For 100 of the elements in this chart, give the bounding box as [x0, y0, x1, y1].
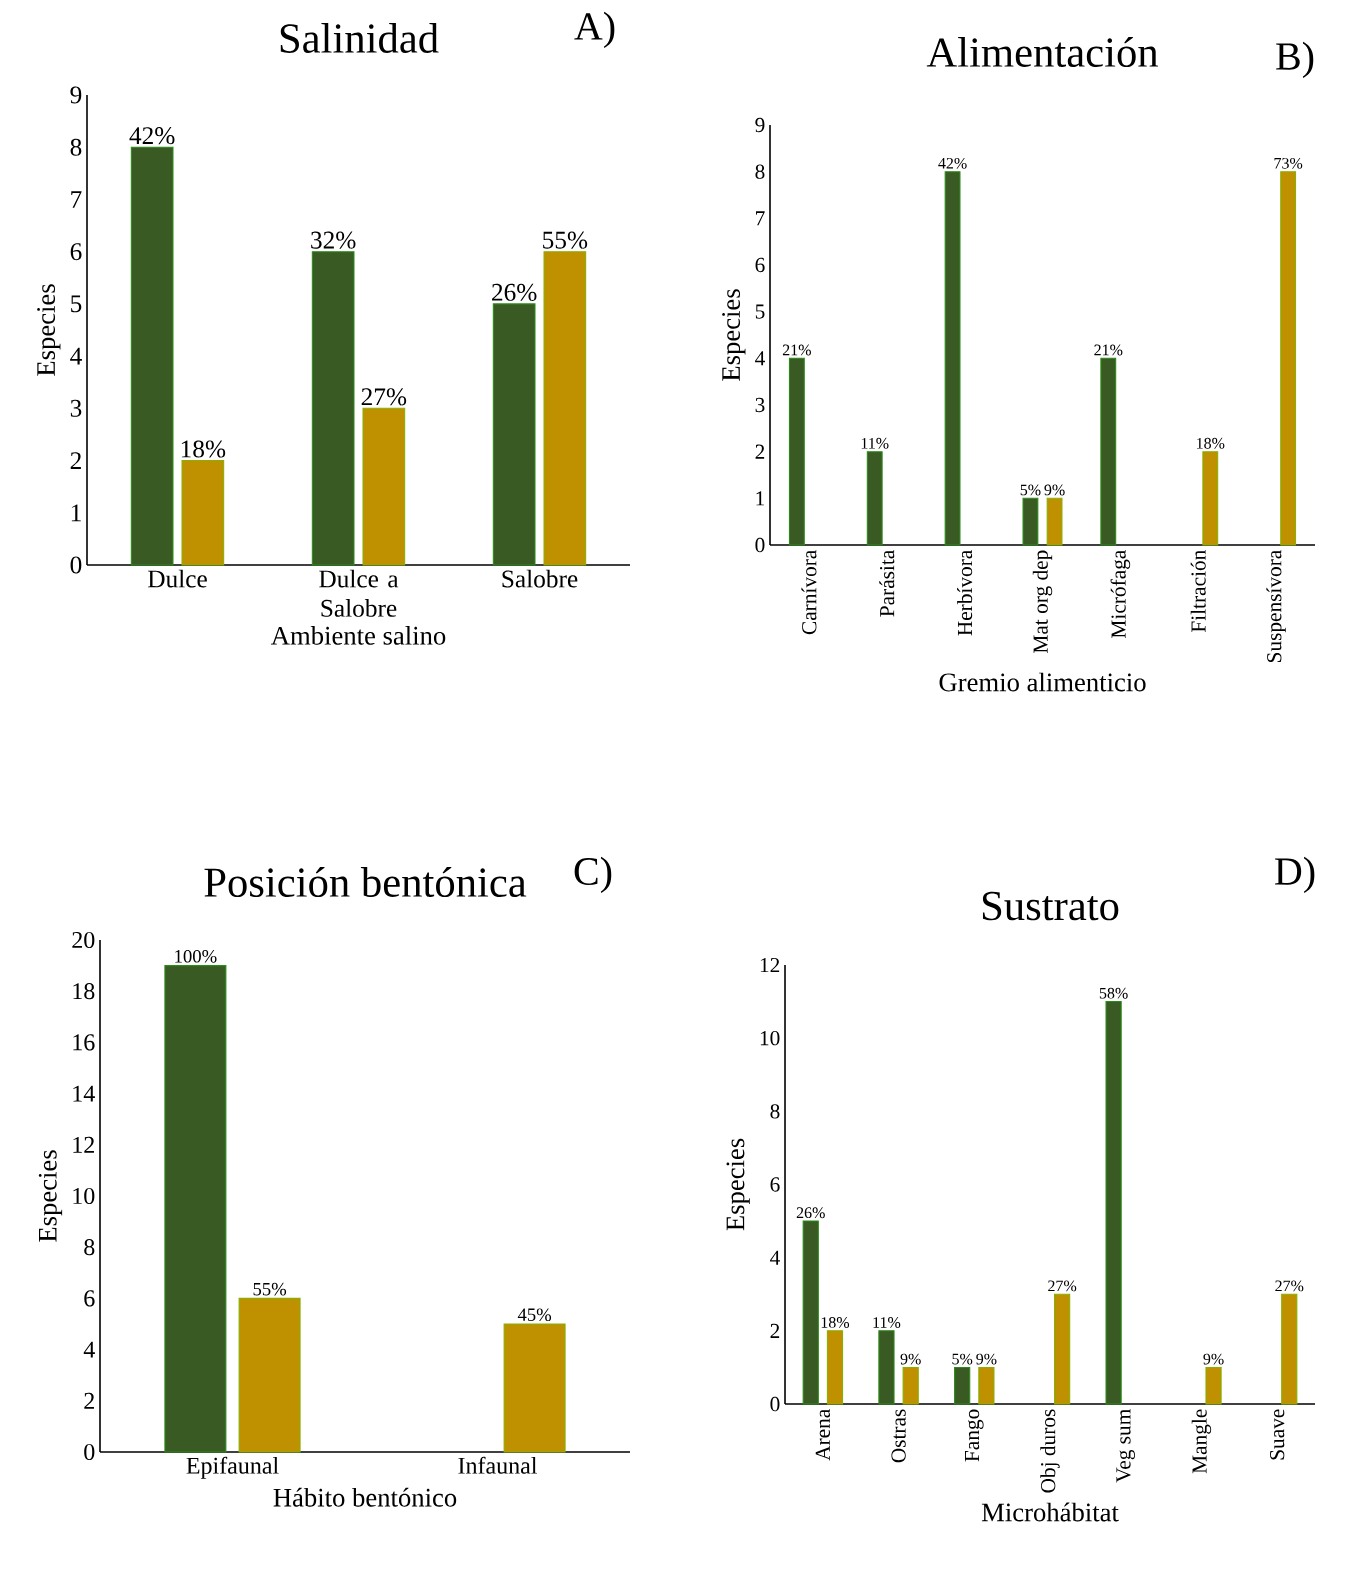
chart-title: Salinidad [280, 22, 439, 53]
x-tick-label: Veg sum [1116, 1409, 1135, 1483]
y-tick-label: 0 [84, 1443, 95, 1461]
annotation: 55% [253, 1282, 287, 1296]
y-tick-label: 7 [756, 211, 765, 226]
bar [311, 251, 355, 566]
y-tick-label: 2 [755, 444, 765, 459]
annotation: 73% [1274, 157, 1303, 169]
x-axis-title: Hábito bentónico [273, 1487, 457, 1507]
y-tick-label: 7 [71, 191, 82, 208]
annotation: 11% [873, 1317, 901, 1328]
x-tick-label: Arena [815, 1409, 831, 1461]
y-tick-label: 3 [70, 399, 82, 417]
x-tick-label: Salobre [502, 569, 578, 588]
annotation: 18% [821, 1317, 850, 1328]
y-tick-label: 8 [770, 1104, 780, 1119]
annotation: 27% [1048, 1280, 1077, 1292]
bar [802, 1220, 819, 1405]
x-tick-label: Parásita [879, 549, 895, 617]
y-tick-label: 8 [755, 164, 765, 179]
bar [503, 1323, 566, 1453]
y-tick-label: 8 [70, 138, 82, 156]
x-tick-label: Epifaunal [186, 1456, 279, 1479]
y-tick-label: 4 [770, 1250, 780, 1265]
y-tick-label: 2 [84, 1392, 94, 1409]
x-axis-title: Gremio alimenticio [939, 672, 1146, 692]
x-axis-title: Microhábitat [981, 1502, 1119, 1522]
x-axis-title: Ambiente salino [270, 626, 446, 645]
bar [1105, 1001, 1122, 1405]
x-tick-label: Suspensívora [1266, 550, 1286, 663]
bar [1046, 497, 1063, 546]
x-tick-label: Suave [1269, 1409, 1285, 1460]
bar [788, 357, 805, 546]
x-tick-label: Mangle [1191, 1409, 1212, 1474]
bar [978, 1366, 995, 1405]
text: C) [574, 856, 612, 894]
y-tick-label: 0 [770, 1396, 780, 1412]
y-tick-label: 6 [755, 257, 765, 273]
y-axis-title: Especies [722, 289, 746, 381]
y-tick-label: 0 [755, 537, 765, 553]
annotation: 26% [796, 1207, 825, 1219]
annotation: 5% [952, 1353, 973, 1365]
bar [130, 146, 174, 566]
y-tick-label: 2 [70, 452, 81, 469]
y-tick-label: 5 [755, 304, 765, 319]
bar [1054, 1293, 1071, 1405]
annotation: 21% [782, 344, 811, 356]
bar [878, 1330, 895, 1405]
annotation: 26% [492, 283, 537, 301]
x-tick-label: Dulce [147, 569, 207, 588]
y-tick-label: 4 [755, 351, 765, 366]
x-tick-label: Filtración [1190, 550, 1206, 633]
bar [866, 451, 883, 546]
x-tick-label: Micrófaga [1110, 549, 1131, 638]
annotation: 42% [129, 127, 175, 145]
y-tick-label: 0 [70, 556, 82, 574]
annotation: 18% [181, 440, 226, 458]
bar [902, 1366, 919, 1405]
bar [826, 1330, 844, 1405]
y-tick-label: 8 [84, 1239, 95, 1256]
annotation: 9% [1044, 484, 1065, 496]
x-tick-label: Carnívora [801, 549, 817, 635]
y-tick-label: 6 [84, 1290, 95, 1307]
annotation: 42% [938, 157, 967, 169]
bar [1281, 1293, 1298, 1405]
annotation: 5% [1020, 484, 1041, 496]
x-tick-label: Herbívora [957, 549, 973, 636]
bar [543, 251, 587, 566]
annotation: 11% [861, 437, 889, 449]
annotation: 32% [311, 231, 356, 249]
bar [954, 1366, 971, 1405]
y-tick-label: 5 [71, 295, 82, 313]
annotation: 21% [1094, 344, 1123, 356]
y-tick-label: 4 [70, 347, 82, 365]
y-tick-label: 10 [73, 1187, 95, 1205]
bar [1205, 1366, 1222, 1405]
y-axis-title: Especies [726, 1138, 750, 1231]
y-tick-label: 2 [770, 1323, 780, 1338]
text: D) [1275, 856, 1315, 894]
bar [944, 171, 961, 546]
y-axis-title: Especies [38, 1150, 63, 1242]
bar [164, 965, 227, 1453]
annotation: 9% [900, 1353, 921, 1365]
y-tick-label: 18 [73, 983, 95, 1000]
y-tick-label: 16 [73, 1034, 95, 1051]
y-tick-label: 9 [755, 117, 765, 133]
y-tick-label: 1 [756, 491, 765, 506]
y-axis-title: Especies [37, 284, 61, 376]
annotation: 100% [175, 949, 217, 963]
bar [1100, 357, 1117, 546]
x-tick-label: Fango [965, 1409, 984, 1462]
text: A) [574, 11, 615, 49]
bar [362, 407, 406, 566]
bar [1202, 451, 1219, 546]
y-tick-label: 10 [760, 1030, 780, 1046]
x-tick-label: Obj duros [1040, 1409, 1060, 1493]
bar [1280, 171, 1297, 546]
text: B) [1276, 41, 1314, 79]
y-tick-label: 6 [70, 243, 82, 261]
bar [181, 460, 225, 566]
